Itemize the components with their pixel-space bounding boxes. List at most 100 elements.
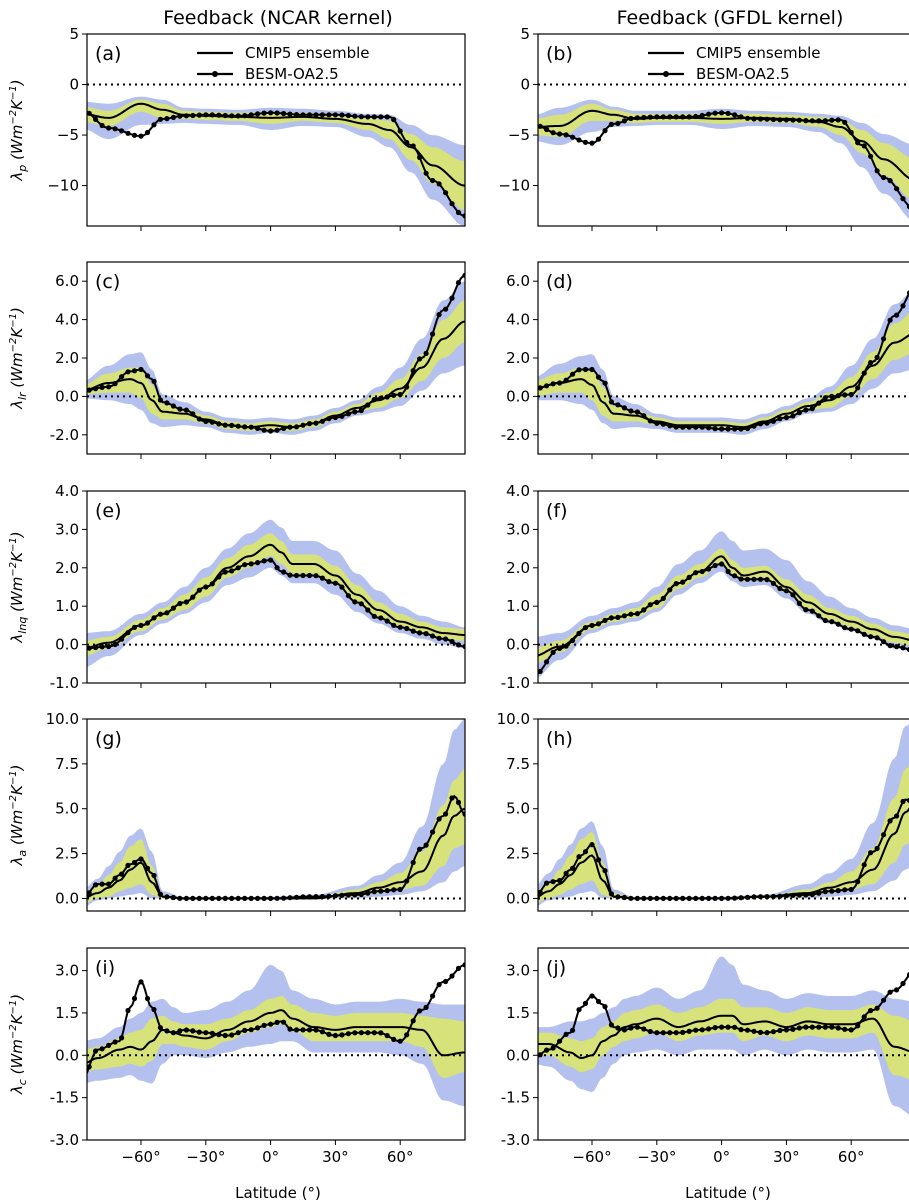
spread-band-inner bbox=[87, 996, 465, 1078]
besm-marker bbox=[157, 611, 163, 617]
x-tick-label: 30° bbox=[773, 1148, 800, 1166]
besm-marker bbox=[151, 1006, 157, 1013]
besm-marker bbox=[157, 891, 163, 898]
x-tick-label: −60° bbox=[121, 1148, 160, 1166]
y-tick-label: 3.0 bbox=[55, 520, 79, 538]
besm-marker bbox=[99, 881, 105, 887]
besm-marker bbox=[693, 570, 699, 576]
besm-marker bbox=[417, 356, 423, 362]
besm-marker bbox=[183, 1027, 189, 1033]
besm-marker bbox=[906, 290, 909, 296]
besm-marker bbox=[462, 213, 465, 219]
besm-marker bbox=[391, 1036, 397, 1042]
besm-marker bbox=[563, 377, 569, 383]
y-tick-label: 6.0 bbox=[55, 272, 79, 290]
y-tick-label: −5 bbox=[57, 126, 79, 144]
spread-band-outer bbox=[538, 956, 909, 1115]
besm-marker bbox=[449, 795, 455, 801]
y-tick-label: 10.0 bbox=[497, 710, 530, 728]
besm-marker bbox=[557, 380, 563, 386]
besm-marker bbox=[352, 113, 358, 119]
besm-marker bbox=[80, 646, 85, 651]
besm-marker bbox=[261, 895, 267, 902]
y-tick-label: -1.0 bbox=[50, 674, 79, 692]
besm-marker bbox=[868, 634, 874, 640]
besm-marker bbox=[906, 204, 909, 210]
besm-marker bbox=[835, 393, 841, 399]
besm-marker bbox=[268, 895, 274, 902]
besm-marker bbox=[738, 426, 744, 432]
besm-marker bbox=[751, 116, 757, 122]
besm-marker bbox=[164, 1028, 170, 1034]
y-axis-label: λlr (Wm−2K−1) bbox=[8, 307, 29, 410]
besm-marker bbox=[777, 117, 783, 123]
besm-marker bbox=[229, 113, 235, 119]
besm-marker bbox=[732, 573, 738, 579]
besm-marker bbox=[80, 1075, 85, 1080]
besm-marker bbox=[125, 1007, 131, 1014]
besm-marker bbox=[190, 112, 196, 119]
besm-marker bbox=[861, 1014, 867, 1020]
besm-marker bbox=[449, 201, 455, 207]
besm-marker bbox=[462, 811, 465, 817]
besm-marker bbox=[430, 633, 436, 639]
besm-marker bbox=[848, 626, 854, 632]
plot-frame bbox=[537, 490, 909, 684]
besm-marker bbox=[306, 894, 313, 900]
besm-marker bbox=[868, 850, 874, 856]
besm-marker bbox=[293, 1027, 300, 1033]
legend-label-cmip5: CMIP5 ensemble bbox=[696, 44, 821, 62]
besm-marker bbox=[719, 1024, 725, 1030]
panel-label: (b) bbox=[546, 43, 573, 65]
besm-marker bbox=[719, 895, 725, 902]
y-tick-label: -3.0 bbox=[501, 1131, 530, 1149]
besm-marker bbox=[576, 630, 582, 637]
besm-marker bbox=[144, 373, 151, 379]
panel-label: (d) bbox=[546, 271, 573, 293]
besm-marker bbox=[417, 846, 423, 852]
besm-marker bbox=[332, 893, 338, 899]
besm-marker bbox=[628, 895, 634, 901]
panel-label: (g) bbox=[95, 728, 122, 750]
besm-marker bbox=[93, 116, 99, 122]
besm-marker bbox=[190, 1028, 196, 1034]
plot-frame bbox=[86, 490, 466, 684]
besm-marker bbox=[725, 895, 731, 901]
besm-marker bbox=[738, 114, 744, 120]
besm-marker bbox=[229, 568, 235, 574]
besm-marker bbox=[621, 613, 628, 619]
besm-marker bbox=[595, 374, 602, 380]
besm-marker bbox=[576, 367, 582, 373]
besm-marker bbox=[855, 628, 861, 634]
spread-band-inner bbox=[538, 103, 909, 199]
besm-marker bbox=[248, 895, 254, 902]
besm-marker bbox=[87, 1064, 92, 1070]
besm-marker bbox=[829, 1024, 835, 1030]
besm-marker bbox=[790, 117, 796, 123]
besm-marker bbox=[887, 818, 893, 824]
besm-marker bbox=[397, 1038, 403, 1044]
besm-marker bbox=[693, 1027, 699, 1033]
besm-marker bbox=[538, 889, 543, 895]
besm-marker bbox=[874, 168, 880, 174]
panel-label: (j) bbox=[546, 957, 566, 979]
besm-marker bbox=[261, 1022, 267, 1028]
besm-marker bbox=[326, 112, 332, 118]
besm-marker bbox=[209, 419, 215, 425]
besm-marker bbox=[248, 1027, 254, 1033]
besm-marker bbox=[144, 865, 151, 872]
y-tick-label: 7.5 bbox=[506, 755, 530, 773]
besm-marker bbox=[268, 1021, 274, 1027]
y-tick-label: 1.0 bbox=[506, 597, 530, 615]
besm-marker bbox=[725, 1024, 731, 1030]
besm-marker bbox=[796, 892, 803, 898]
besm-marker bbox=[887, 643, 893, 649]
legend: CMIP5 ensemble BESM-OA2.5 bbox=[648, 44, 821, 83]
besm-marker bbox=[680, 114, 686, 120]
x-axis-label-left: Latitude (°) bbox=[235, 1184, 321, 1202]
besm-marker bbox=[138, 622, 144, 629]
besm-marker bbox=[764, 116, 770, 122]
besm-marker bbox=[410, 628, 416, 634]
besm-marker bbox=[732, 112, 738, 118]
besm-marker bbox=[848, 1027, 854, 1033]
